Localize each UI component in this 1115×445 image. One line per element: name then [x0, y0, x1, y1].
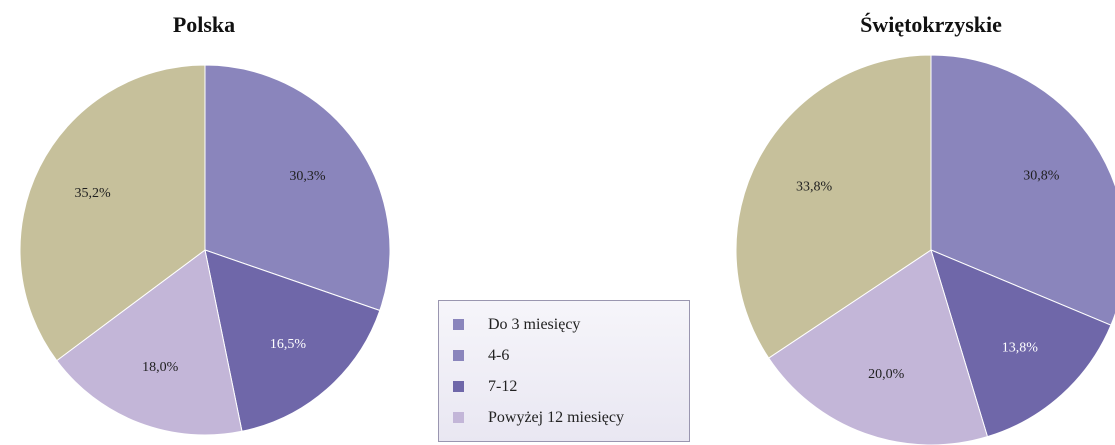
legend-swatch: [453, 412, 464, 423]
pie-slice: [56, 249, 243, 436]
slice-value-label: 20,0%: [868, 367, 905, 382]
pie-slice: [204, 249, 381, 432]
slice-value-label: 35,2%: [74, 186, 111, 201]
legend-item: 4-6: [453, 340, 689, 371]
legend-label: 7-12: [488, 377, 518, 395]
chart-title-swietokrzyskie: Świętokrzyskie: [860, 12, 1002, 37]
legend-item: 7-12: [453, 371, 689, 402]
legend-item: Do 3 miesięcy: [453, 309, 689, 340]
legend-swatch: [453, 319, 464, 330]
slice-value-label: 33,8%: [796, 180, 833, 195]
legend-label: Do 3 miesięcy: [488, 315, 581, 333]
legend-swatch: [453, 381, 464, 392]
slice-value-label: 30,8%: [1023, 169, 1060, 184]
slice-value-label: 13,8%: [1002, 341, 1039, 356]
pie-slice: [930, 249, 1112, 438]
legend: Do 3 miesięcy 4-6 7-12 Powyżej 12 miesię…: [438, 300, 690, 442]
legend-label: 4-6: [488, 346, 510, 364]
slice-value-label: 30,3%: [289, 169, 326, 184]
legend-item: Powyżej 12 miesięcy: [453, 402, 689, 433]
pie-slice: [204, 64, 391, 312]
chart-title-polska: Polska: [172, 12, 236, 37]
slice-value-label: 18,0%: [142, 360, 179, 375]
pie-slice: [767, 249, 989, 445]
slice-value-label: 16,5%: [270, 337, 307, 352]
legend-label: Powyżej 12 miesięcy: [488, 408, 624, 426]
pie-slice: [930, 54, 1115, 326]
pie-slice: [19, 64, 206, 362]
legend-swatch: [453, 350, 464, 361]
pie-slice: [735, 54, 932, 359]
